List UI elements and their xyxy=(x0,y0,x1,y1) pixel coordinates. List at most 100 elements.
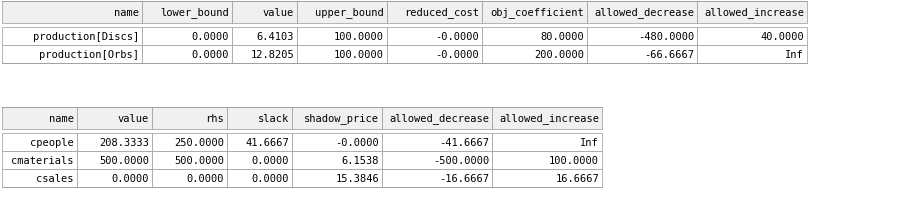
Bar xyxy=(297,2,386,24)
Bar xyxy=(382,151,491,169)
Bar xyxy=(491,151,601,169)
Text: name: name xyxy=(114,8,139,18)
Text: upper_bound: upper_bound xyxy=(315,8,384,18)
Bar xyxy=(152,151,227,169)
Bar xyxy=(152,169,227,187)
Bar xyxy=(292,108,382,129)
Bar xyxy=(481,2,586,24)
Bar xyxy=(382,169,491,187)
Text: 208.3333: 208.3333 xyxy=(99,137,149,147)
Text: 0.0000: 0.0000 xyxy=(186,173,224,183)
Bar xyxy=(227,169,292,187)
Text: 0.0000: 0.0000 xyxy=(191,50,228,60)
Bar xyxy=(491,108,601,129)
Text: 100.0000: 100.0000 xyxy=(548,155,599,165)
Text: 500.0000: 500.0000 xyxy=(173,155,224,165)
Bar xyxy=(77,108,152,129)
Text: 100.0000: 100.0000 xyxy=(333,50,384,60)
Text: 0.0000: 0.0000 xyxy=(191,32,228,42)
Text: 0.0000: 0.0000 xyxy=(251,155,289,165)
Text: value: value xyxy=(117,113,149,123)
Text: reduced_cost: reduced_cost xyxy=(404,8,479,18)
Text: -16.6667: -16.6667 xyxy=(439,173,489,183)
Text: rhs: rhs xyxy=(205,113,224,123)
Text: 250.0000: 250.0000 xyxy=(173,137,224,147)
Text: allowed_decrease: allowed_decrease xyxy=(593,8,694,18)
Text: shadow_price: shadow_price xyxy=(303,113,378,124)
Text: 80.0000: 80.0000 xyxy=(540,32,583,42)
Text: value: value xyxy=(263,8,293,18)
Text: 100.0000: 100.0000 xyxy=(333,32,384,42)
Text: 6.4103: 6.4103 xyxy=(256,32,293,42)
Bar xyxy=(586,28,696,46)
Text: 500.0000: 500.0000 xyxy=(99,155,149,165)
Bar xyxy=(227,133,292,151)
Text: Inf: Inf xyxy=(785,50,803,60)
Bar xyxy=(232,28,297,46)
Bar xyxy=(491,133,601,151)
Text: slack: slack xyxy=(257,113,289,123)
Bar xyxy=(586,2,696,24)
Bar xyxy=(2,151,77,169)
Bar xyxy=(586,46,696,64)
Bar xyxy=(491,169,601,187)
Text: Inf: Inf xyxy=(580,137,599,147)
Bar xyxy=(696,28,806,46)
Text: production[Orbs]: production[Orbs] xyxy=(39,50,139,60)
Text: -480.0000: -480.0000 xyxy=(637,32,694,42)
Text: 41.6667: 41.6667 xyxy=(245,137,289,147)
Bar xyxy=(481,46,586,64)
Text: production[Discs]: production[Discs] xyxy=(33,32,139,42)
Bar xyxy=(227,108,292,129)
Text: -41.6667: -41.6667 xyxy=(439,137,489,147)
Bar xyxy=(386,46,481,64)
Text: -0.0000: -0.0000 xyxy=(335,137,378,147)
Text: 200.0000: 200.0000 xyxy=(534,50,583,60)
Bar xyxy=(382,108,491,129)
Bar xyxy=(297,28,386,46)
Text: allowed_decrease: allowed_decrease xyxy=(388,113,489,124)
Text: 6.1538: 6.1538 xyxy=(341,155,378,165)
Text: 15.3846: 15.3846 xyxy=(335,173,378,183)
Text: allowed_increase: allowed_increase xyxy=(498,113,599,124)
Text: allowed_increase: allowed_increase xyxy=(703,8,803,18)
Bar xyxy=(142,2,232,24)
Text: obj_coefficient: obj_coefficient xyxy=(489,8,583,18)
Bar xyxy=(382,133,491,151)
Text: -0.0000: -0.0000 xyxy=(434,50,479,60)
Bar xyxy=(2,133,77,151)
Bar xyxy=(152,108,227,129)
Bar xyxy=(2,2,142,24)
Bar xyxy=(386,2,481,24)
Bar xyxy=(77,133,152,151)
Text: name: name xyxy=(49,113,74,123)
Text: cpeople: cpeople xyxy=(30,137,74,147)
Bar xyxy=(2,28,142,46)
Bar xyxy=(232,46,297,64)
Text: cmaterials: cmaterials xyxy=(12,155,74,165)
Bar xyxy=(696,2,806,24)
Text: 40.0000: 40.0000 xyxy=(759,32,803,42)
Text: csales: csales xyxy=(36,173,74,183)
Bar xyxy=(232,2,297,24)
Bar xyxy=(292,133,382,151)
Bar xyxy=(152,133,227,151)
Bar xyxy=(386,28,481,46)
Text: 12.8205: 12.8205 xyxy=(250,50,293,60)
Bar xyxy=(2,169,77,187)
Bar xyxy=(142,28,232,46)
Text: 0.0000: 0.0000 xyxy=(251,173,289,183)
Bar xyxy=(297,46,386,64)
Bar xyxy=(292,151,382,169)
Text: -0.0000: -0.0000 xyxy=(434,32,479,42)
Bar xyxy=(2,108,77,129)
Bar xyxy=(292,169,382,187)
Bar xyxy=(481,28,586,46)
Text: 16.6667: 16.6667 xyxy=(554,173,599,183)
Bar xyxy=(142,46,232,64)
Text: lower_bound: lower_bound xyxy=(160,8,228,18)
Bar xyxy=(77,169,152,187)
Text: 0.0000: 0.0000 xyxy=(111,173,149,183)
Text: -500.0000: -500.0000 xyxy=(433,155,489,165)
Bar xyxy=(696,46,806,64)
